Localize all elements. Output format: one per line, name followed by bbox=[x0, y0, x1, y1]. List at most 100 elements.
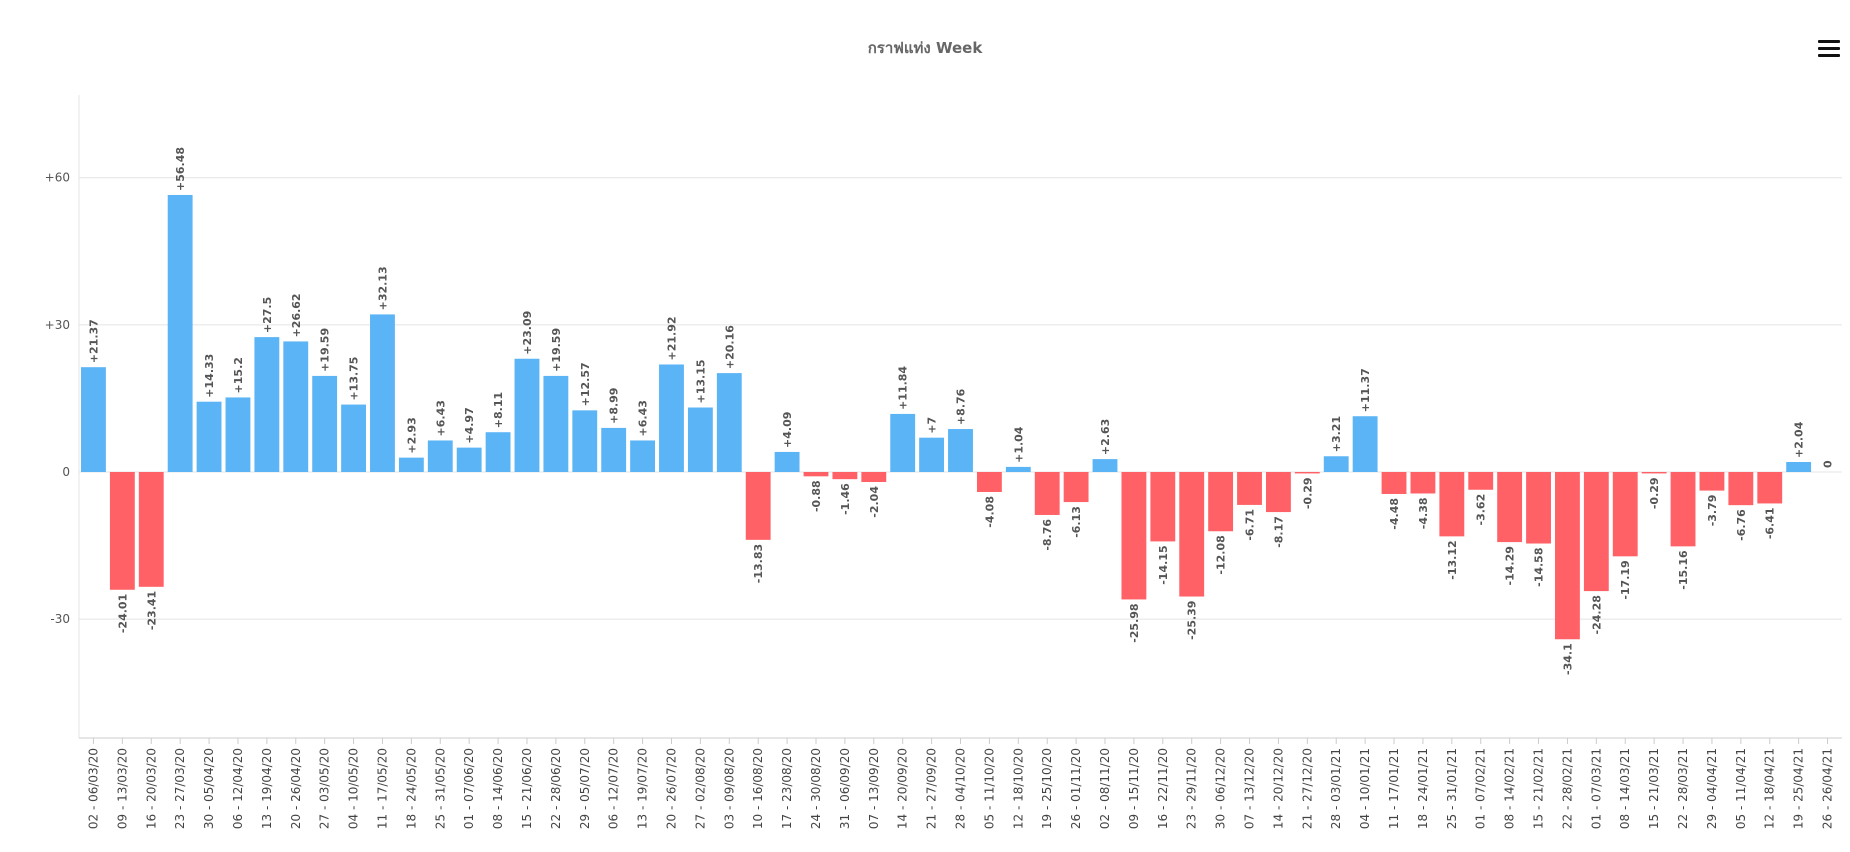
bar bbox=[1179, 472, 1205, 597]
data-label: +21.37 bbox=[87, 319, 100, 363]
data-label: -17.19 bbox=[1619, 560, 1632, 599]
x-tick-label: 05 - 11/04/21 bbox=[1734, 748, 1748, 829]
x-tick-label: 29 - 05/07/20 bbox=[578, 748, 592, 829]
bar bbox=[1670, 472, 1696, 547]
x-tick-label: 04 - 10/05/20 bbox=[347, 748, 361, 829]
bar bbox=[1728, 472, 1754, 506]
data-label: -3.62 bbox=[1475, 494, 1488, 526]
bar bbox=[1294, 472, 1320, 474]
bar bbox=[254, 337, 280, 472]
x-tick-label: 10 - 16/08/20 bbox=[751, 748, 765, 829]
data-label: -8.76 bbox=[1041, 519, 1054, 551]
x-tick-label: 13 - 19/04/20 bbox=[260, 748, 274, 829]
bar bbox=[427, 440, 453, 472]
bar bbox=[1583, 472, 1609, 592]
x-tick-label: 04 - 10/01/21 bbox=[1358, 748, 1372, 829]
data-label: -4.08 bbox=[983, 496, 996, 528]
data-label: -24.28 bbox=[1590, 595, 1603, 634]
data-label: -0.88 bbox=[810, 480, 823, 512]
data-label: -6.41 bbox=[1764, 507, 1777, 539]
data-label: -2.04 bbox=[868, 486, 881, 518]
bar bbox=[976, 472, 1002, 493]
bar bbox=[1612, 472, 1638, 557]
bar bbox=[341, 404, 366, 472]
data-label: +19.59 bbox=[550, 328, 563, 372]
menu-line bbox=[1818, 54, 1840, 57]
x-tick-label: 12 - 18/04/21 bbox=[1763, 748, 1777, 829]
data-label: +27.5 bbox=[261, 297, 274, 333]
bar bbox=[456, 447, 482, 472]
bar bbox=[774, 451, 800, 472]
data-label: -25.98 bbox=[1128, 603, 1141, 642]
x-tick-label: 07 - 13/09/20 bbox=[867, 748, 881, 829]
data-label: -13.12 bbox=[1446, 540, 1459, 579]
data-label: -1.46 bbox=[839, 483, 852, 515]
data-label: -14.58 bbox=[1533, 548, 1546, 587]
x-tick-label: 01 - 07/03/21 bbox=[1589, 748, 1603, 829]
bar bbox=[1265, 472, 1291, 513]
bar bbox=[1121, 472, 1147, 600]
data-label: -6.13 bbox=[1070, 506, 1083, 538]
y-tick-label: +60 bbox=[45, 171, 70, 185]
data-label: -13.83 bbox=[752, 544, 765, 583]
data-label: +6.43 bbox=[434, 400, 447, 436]
menu-line bbox=[1818, 40, 1840, 43]
bar bbox=[138, 472, 164, 587]
data-label: -23.41 bbox=[145, 591, 158, 630]
data-label: +2.04 bbox=[1793, 421, 1806, 458]
bar bbox=[109, 472, 135, 590]
data-label: +3.21 bbox=[1330, 416, 1343, 452]
x-tick-label: 30 - 05/04/20 bbox=[202, 748, 216, 829]
x-tick-label: 21 - 27/09/20 bbox=[925, 748, 939, 829]
x-tick-label: 11 - 17/05/20 bbox=[375, 748, 389, 829]
x-tick-label: 13 - 19/07/20 bbox=[636, 748, 650, 829]
x-tick-label: 08 - 14/06/20 bbox=[491, 748, 505, 829]
x-tick-label: 22 - 28/02/21 bbox=[1560, 748, 1574, 829]
x-tick-label: 29 - 04/04/21 bbox=[1705, 748, 1719, 829]
bar bbox=[1005, 466, 1031, 472]
x-tick-label: 02 - 06/03/20 bbox=[86, 748, 100, 829]
x-tick-label: 07 - 13/12/20 bbox=[1243, 748, 1257, 829]
x-tick-label: 17 - 23/08/20 bbox=[780, 748, 794, 829]
data-label: 0 bbox=[1822, 460, 1835, 468]
bar bbox=[832, 472, 858, 480]
bar bbox=[1410, 472, 1436, 494]
x-tick-label: 03 - 09/08/20 bbox=[722, 748, 736, 829]
bar bbox=[1034, 472, 1060, 515]
x-tick-label: 06 - 12/04/20 bbox=[231, 748, 245, 829]
bar bbox=[803, 472, 829, 477]
x-tick-label: 16 - 22/11/20 bbox=[1156, 748, 1170, 829]
x-tick-label: 16 - 20/03/20 bbox=[144, 748, 158, 829]
x-tick-label: 30 - 06/12/20 bbox=[1214, 748, 1228, 829]
bar bbox=[919, 437, 945, 472]
x-tick-label: 02 - 08/11/20 bbox=[1098, 748, 1112, 829]
x-tick-label: 15 - 21/02/21 bbox=[1532, 748, 1546, 829]
x-tick-label: 12 - 18/10/20 bbox=[1011, 748, 1025, 829]
bar bbox=[1150, 472, 1176, 542]
data-label: +13.15 bbox=[694, 359, 707, 403]
x-tick-label: 28 - 04/10/20 bbox=[954, 748, 968, 829]
bar bbox=[370, 314, 395, 472]
data-label: -4.48 bbox=[1388, 498, 1401, 530]
bar bbox=[312, 375, 338, 472]
bar bbox=[1439, 472, 1465, 537]
x-tick-label: 23 - 29/11/20 bbox=[1185, 748, 1199, 829]
data-label: +8.99 bbox=[608, 388, 621, 424]
data-label: +11.84 bbox=[897, 366, 910, 410]
data-label: -34.1 bbox=[1561, 643, 1574, 675]
bar bbox=[1352, 416, 1378, 472]
bar bbox=[81, 367, 106, 472]
x-tick-label: 27 - 02/08/20 bbox=[693, 748, 707, 829]
data-label: -0.29 bbox=[1648, 477, 1661, 509]
bar bbox=[543, 375, 569, 472]
data-label: +4.97 bbox=[463, 407, 476, 443]
data-label: +8.11 bbox=[492, 392, 505, 428]
hamburger-menu-icon[interactable] bbox=[1818, 40, 1840, 60]
bar bbox=[485, 432, 511, 472]
bar bbox=[1641, 472, 1667, 474]
x-tick-label: 08 - 14/02/21 bbox=[1503, 748, 1517, 829]
bar bbox=[1237, 472, 1262, 505]
bar bbox=[1555, 472, 1580, 640]
data-label: -0.29 bbox=[1301, 477, 1314, 509]
data-label: +26.62 bbox=[290, 293, 303, 337]
